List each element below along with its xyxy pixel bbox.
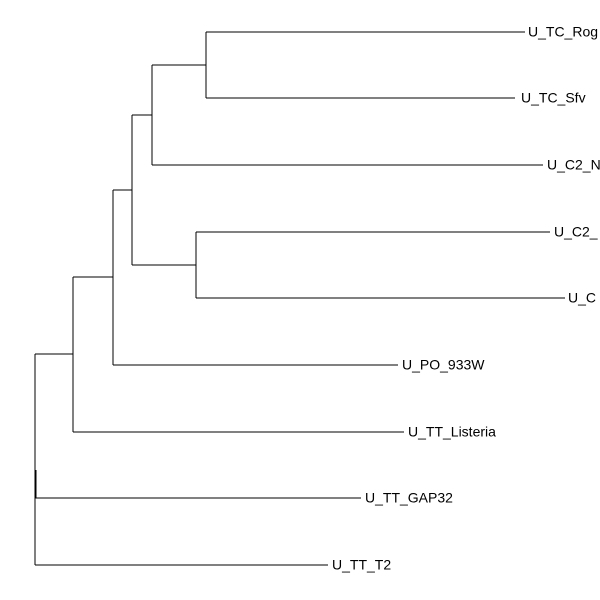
tip-label: U_C2_N bbox=[547, 157, 600, 173]
tip-label: U_TT_T2 bbox=[332, 557, 391, 573]
tip-label: U_TT_GAP32 bbox=[365, 490, 453, 506]
tip-label: U_PO_933W bbox=[402, 357, 485, 373]
tip-label: U_TT_Listeria bbox=[408, 424, 496, 440]
branches bbox=[34, 31, 565, 566]
tip-label: U_C2_ bbox=[554, 224, 598, 240]
tip-label: U_TC_Rog bbox=[528, 24, 598, 40]
tip-label: U_TC_Sfv bbox=[521, 90, 586, 106]
tip-label: U_C bbox=[568, 290, 596, 306]
tip-labels: U_TC_Rog U_TC_Sfv U_C2_N U_C2_ U_C U_PO_… bbox=[332, 24, 600, 573]
